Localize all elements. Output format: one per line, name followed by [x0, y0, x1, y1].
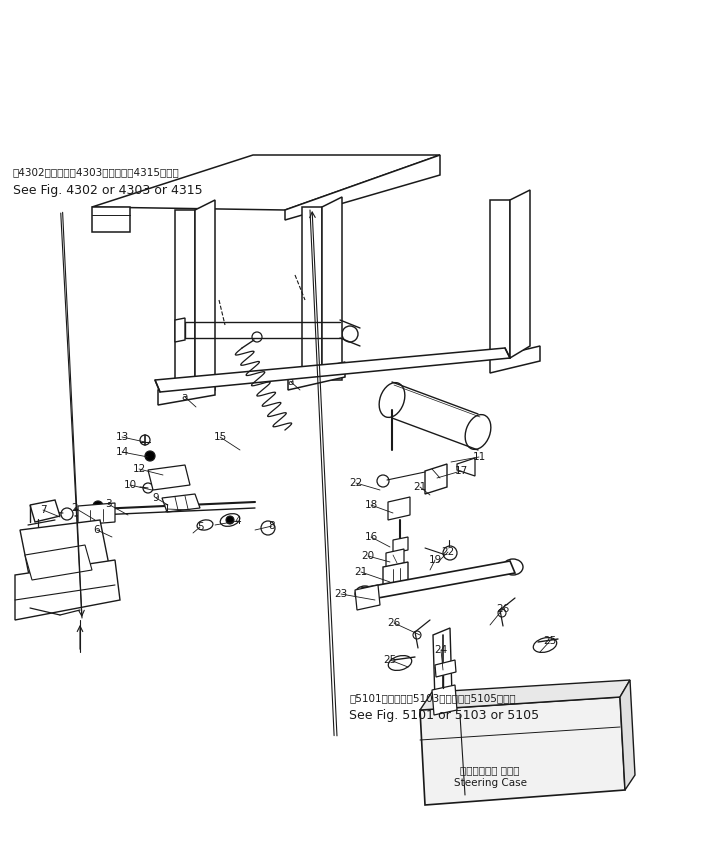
Text: 10: 10	[123, 480, 137, 490]
Polygon shape	[92, 155, 440, 210]
Text: 13: 13	[116, 432, 128, 442]
Circle shape	[261, 521, 275, 535]
Circle shape	[145, 451, 155, 461]
Polygon shape	[388, 497, 410, 520]
Circle shape	[158, 469, 172, 483]
Ellipse shape	[465, 415, 491, 449]
Polygon shape	[155, 348, 510, 392]
Polygon shape	[362, 561, 515, 600]
Polygon shape	[78, 503, 115, 525]
Polygon shape	[420, 680, 630, 710]
Polygon shape	[30, 500, 60, 522]
Text: 11: 11	[472, 452, 486, 462]
Polygon shape	[158, 380, 215, 405]
Polygon shape	[425, 464, 447, 494]
Text: Steering Case: Steering Case	[454, 778, 526, 788]
Circle shape	[443, 546, 457, 560]
Text: 22: 22	[349, 478, 362, 488]
Text: 18: 18	[365, 500, 378, 510]
Text: 1: 1	[164, 504, 170, 514]
Polygon shape	[393, 537, 408, 553]
Polygon shape	[435, 660, 456, 677]
Text: 6: 6	[94, 525, 100, 535]
Polygon shape	[490, 200, 510, 358]
Text: a: a	[288, 377, 294, 387]
Text: 15: 15	[213, 432, 226, 442]
Polygon shape	[457, 458, 475, 476]
Polygon shape	[25, 545, 92, 580]
Text: 25: 25	[543, 636, 557, 646]
Ellipse shape	[379, 382, 405, 417]
Polygon shape	[490, 346, 540, 373]
Text: 7: 7	[40, 505, 46, 515]
Text: 9: 9	[153, 493, 159, 503]
Polygon shape	[420, 697, 625, 805]
Polygon shape	[162, 494, 200, 512]
Ellipse shape	[220, 514, 240, 527]
Polygon shape	[20, 520, 110, 580]
Text: 第5101図または第5103図または第5105図参照: 第5101図または第5103図または第5105図参照	[349, 694, 516, 704]
Polygon shape	[322, 197, 342, 380]
Ellipse shape	[533, 638, 557, 652]
Text: 22: 22	[442, 547, 455, 557]
Text: 19: 19	[428, 555, 442, 565]
Circle shape	[226, 516, 234, 524]
Polygon shape	[92, 207, 130, 232]
Text: 21: 21	[414, 482, 427, 492]
Circle shape	[461, 462, 471, 472]
Circle shape	[170, 469, 180, 479]
Circle shape	[342, 326, 358, 342]
Text: ステアリング ケース: ステアリング ケース	[461, 765, 519, 775]
Text: 5: 5	[197, 522, 203, 532]
Text: 16: 16	[365, 532, 378, 542]
Text: 25: 25	[383, 655, 397, 665]
Text: 21: 21	[355, 567, 367, 577]
Text: a: a	[182, 392, 188, 402]
Text: 3: 3	[104, 499, 111, 509]
Circle shape	[377, 475, 389, 487]
Polygon shape	[288, 362, 345, 390]
Text: 20: 20	[362, 551, 374, 561]
Text: 24: 24	[435, 645, 448, 655]
Polygon shape	[386, 549, 404, 567]
Polygon shape	[195, 200, 215, 390]
Polygon shape	[433, 628, 452, 702]
Circle shape	[498, 609, 506, 617]
Text: 2: 2	[72, 503, 79, 513]
Text: 14: 14	[116, 447, 128, 457]
Text: 26: 26	[388, 618, 401, 628]
Ellipse shape	[355, 586, 375, 602]
Polygon shape	[285, 155, 440, 220]
Text: 4: 4	[235, 516, 241, 526]
Circle shape	[143, 483, 153, 493]
Text: See Fig. 5101 or 5103 or 5105: See Fig. 5101 or 5103 or 5105	[349, 709, 539, 722]
Polygon shape	[355, 585, 380, 610]
Circle shape	[61, 508, 73, 520]
Polygon shape	[175, 318, 185, 342]
Text: 第4302図または第4303図または第4315図参照: 第4302図または第4303図または第4315図参照	[13, 167, 179, 177]
Circle shape	[93, 501, 103, 511]
Polygon shape	[302, 207, 322, 380]
Text: See Fig. 4302 or 4303 or 4315: See Fig. 4302 or 4303 or 4315	[13, 184, 203, 197]
Text: 17: 17	[454, 466, 468, 476]
Text: 8: 8	[268, 521, 275, 531]
Text: 26: 26	[496, 604, 510, 614]
Ellipse shape	[388, 656, 411, 671]
Text: 12: 12	[132, 464, 146, 474]
Polygon shape	[175, 210, 195, 390]
Circle shape	[413, 631, 421, 639]
Circle shape	[252, 332, 262, 342]
Polygon shape	[432, 685, 457, 715]
Ellipse shape	[197, 520, 213, 530]
Polygon shape	[510, 190, 530, 358]
Ellipse shape	[503, 559, 523, 575]
Polygon shape	[620, 680, 635, 790]
Polygon shape	[15, 560, 120, 620]
Polygon shape	[148, 465, 190, 490]
Text: 23: 23	[334, 589, 348, 599]
Polygon shape	[383, 562, 408, 588]
Circle shape	[140, 435, 150, 445]
